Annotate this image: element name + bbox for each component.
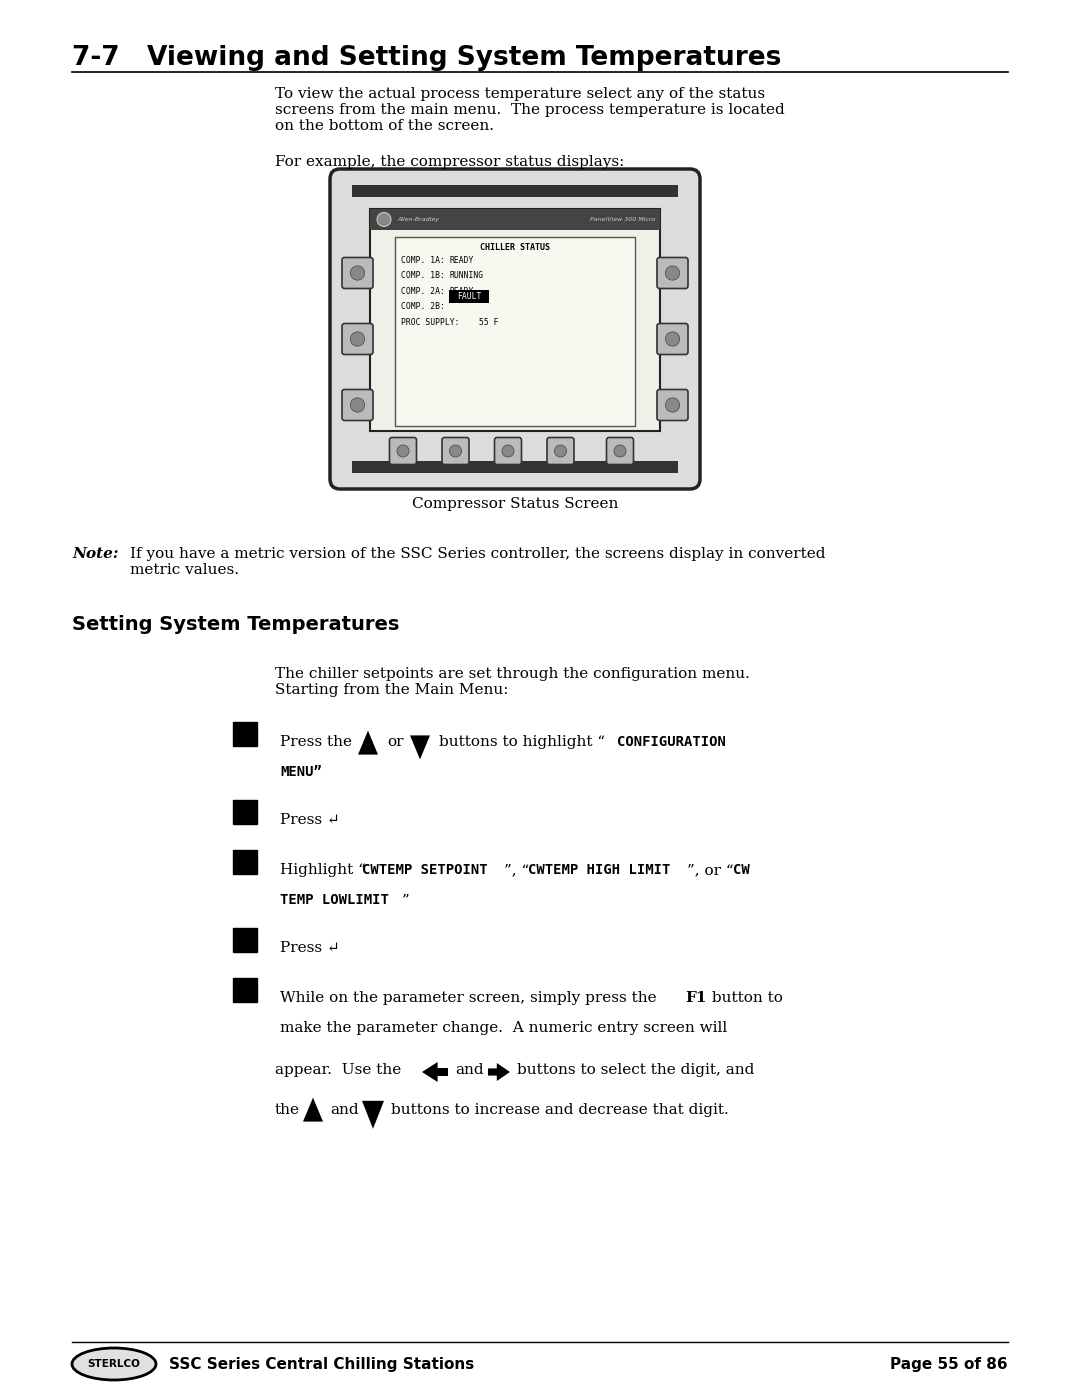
Bar [395,237,635,426]
FancyBboxPatch shape [657,390,688,420]
Text: CWTEMP SETPOINT: CWTEMP SETPOINT [362,863,488,877]
Circle shape [665,398,679,412]
Text: The chiller setpoints are set through the configuration menu.
Starting from the : The chiller setpoints are set through th… [275,666,750,697]
Text: While on the parameter screen, simply press the: While on the parameter screen, simply pr… [280,990,661,1004]
Text: PanelView 300 Micro: PanelView 300 Micro [590,217,654,222]
Text: appear.  Use the: appear. Use the [275,1063,402,1077]
FancyBboxPatch shape [657,324,688,355]
Bar [370,210,660,231]
Text: COMP. 1B:: COMP. 1B: [401,271,445,281]
Text: FAULT: FAULT [457,292,482,302]
Text: Press ↵: Press ↵ [280,942,340,956]
Text: COMP. 1A:: COMP. 1A: [401,256,445,265]
Text: make the parameter change.  A numeric entry screen will: make the parameter change. A numeric ent… [280,1021,727,1035]
Polygon shape [303,1098,323,1122]
FancyBboxPatch shape [657,257,688,289]
Circle shape [350,332,365,346]
Bar [449,291,489,303]
Text: CW: CW [733,863,750,877]
Circle shape [377,212,391,226]
Text: STERLCO: STERLCO [87,1359,140,1369]
Bar [233,849,257,873]
Text: F1: F1 [685,990,706,1004]
FancyBboxPatch shape [442,437,469,464]
Text: Allen-Bradley: Allen-Bradley [397,217,438,222]
Bar [233,800,257,824]
Circle shape [665,265,679,281]
FancyBboxPatch shape [607,437,634,464]
Text: button to: button to [707,990,783,1004]
Circle shape [502,446,514,457]
Ellipse shape [72,1348,156,1380]
Polygon shape [488,1063,510,1081]
Text: SSC Series Central Chilling Stations: SSC Series Central Chilling Stations [168,1356,474,1372]
FancyBboxPatch shape [342,257,373,289]
Text: Note:: Note: [72,548,119,562]
Text: For example, the compressor status displays:: For example, the compressor status displ… [275,155,624,169]
Text: ”, “: ”, “ [504,863,529,877]
Circle shape [350,398,365,412]
Text: To view the actual process temperature select any of the status
screens from the: To view the actual process temperature s… [275,87,785,133]
Text: Highlight “: Highlight “ [280,863,366,877]
Text: COMP. 2B:: COMP. 2B: [401,303,445,312]
Text: MENU”: MENU” [280,766,322,780]
Text: CHILLER STATUS: CHILLER STATUS [480,243,550,251]
Text: or: or [387,735,404,749]
Text: ”, or “: ”, or “ [687,863,733,877]
Circle shape [613,446,626,457]
Text: Setting System Temperatures: Setting System Temperatures [72,615,400,634]
Circle shape [449,446,461,457]
Text: ”: ” [402,893,409,907]
Bar [352,184,678,197]
Bar [233,928,257,951]
Text: 7-7   Viewing and Setting System Temperatures: 7-7 Viewing and Setting System Temperatu… [72,45,781,71]
Text: Page 55 of 86: Page 55 of 86 [890,1356,1008,1372]
Text: the: the [275,1104,300,1118]
Text: PROC SUPPLY:    55 F: PROC SUPPLY: 55 F [401,319,499,327]
FancyBboxPatch shape [342,324,373,355]
Text: Press the: Press the [280,735,352,749]
Text: CONFIGURATION: CONFIGURATION [617,735,726,749]
FancyBboxPatch shape [330,169,700,489]
Text: READY: READY [449,256,473,265]
Circle shape [554,446,567,457]
FancyBboxPatch shape [390,437,417,464]
Text: Compressor Status Screen: Compressor Status Screen [411,497,618,511]
Bar [233,722,257,746]
Text: If you have a metric version of the SSC Series controller, the screens display i: If you have a metric version of the SSC … [130,548,825,577]
Text: COMP. 2A:: COMP. 2A: [401,286,445,296]
Text: CWTEMP HIGH LIMIT: CWTEMP HIGH LIMIT [528,863,671,877]
Text: Press ↵: Press ↵ [280,813,340,827]
Circle shape [350,265,365,281]
Polygon shape [357,731,378,754]
Bar [370,210,660,432]
Bar [352,461,678,474]
Text: buttons to highlight “: buttons to highlight “ [438,735,605,749]
Polygon shape [362,1101,384,1129]
Circle shape [397,446,409,457]
FancyBboxPatch shape [495,437,522,464]
Text: and: and [455,1063,484,1077]
Text: TEMP LOWLIMIT: TEMP LOWLIMIT [280,893,389,907]
Text: READY: READY [449,286,473,296]
Text: buttons to select the digit, and: buttons to select the digit, and [517,1063,754,1077]
Text: and: and [330,1104,359,1118]
FancyBboxPatch shape [342,390,373,420]
FancyBboxPatch shape [546,437,573,464]
Polygon shape [410,735,430,760]
Bar [233,978,257,1002]
Polygon shape [422,1062,448,1083]
Text: buttons to increase and decrease that digit.: buttons to increase and decrease that di… [391,1104,729,1118]
Circle shape [665,332,679,346]
Text: RUNNING: RUNNING [449,271,483,281]
